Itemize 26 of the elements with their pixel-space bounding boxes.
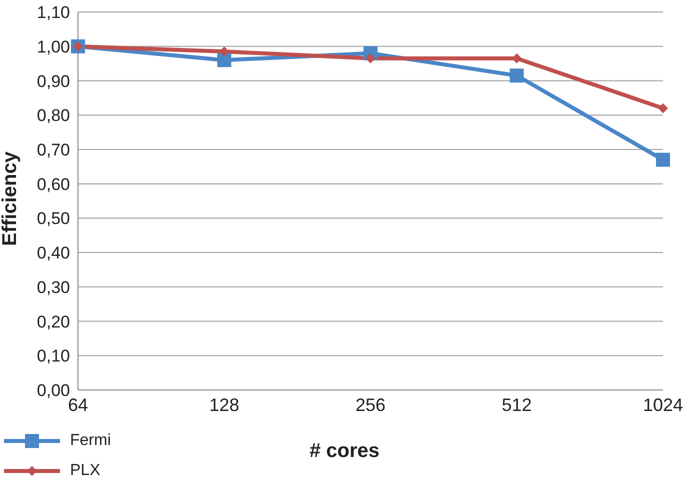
y-tick-label: 0,10 [36,346,70,366]
x-axis-title: # cores [309,440,380,462]
y-axis-title: Efficiency [0,150,22,246]
x-tick-label: 64 [68,394,88,415]
y-tick-label: 0,30 [36,278,70,297]
y-tick-label: 0,80 [36,106,70,126]
y-tick-label: 0,40 [36,244,70,263]
y-tick-label: 0,90 [36,72,70,91]
legend-label: Fermi [70,432,111,450]
y-tick-label: 0,60 [36,174,70,194]
y-tick-label: 0,20 [36,312,70,332]
legend-label: PLX [70,462,100,480]
point [656,152,670,167]
x-tick-label: 256 [355,394,386,415]
y-tick-label: 1,00 [36,37,70,56]
point [219,46,230,57]
y-tick-label: 0,00 [36,381,70,400]
y-tick-label: 0,70 [36,140,70,160]
point [510,68,524,83]
point [658,103,668,114]
x-tick-label: 1024 [642,394,684,415]
x-tick-label: 512 [502,394,532,415]
y-tick-label: 1,10 [36,3,70,22]
y-tick-label: 0,50 [36,209,70,228]
point [217,53,232,68]
x-tick-label: 128 [209,394,240,415]
